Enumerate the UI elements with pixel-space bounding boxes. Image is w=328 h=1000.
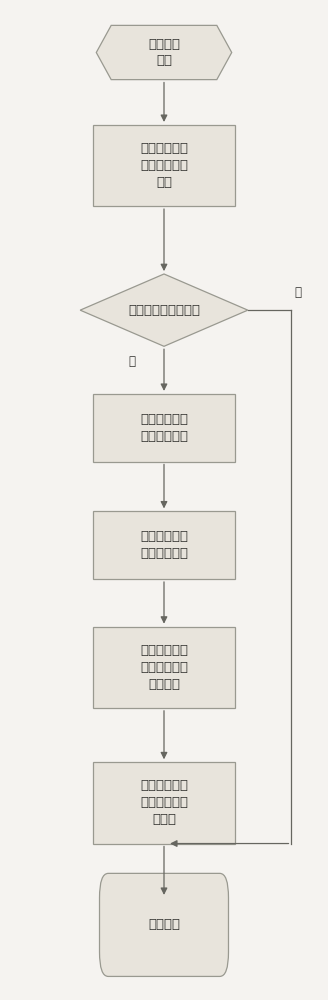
Text: 退出中断: 退出中断 <box>148 918 180 931</box>
Text: 将接收到的数
据放到接收缓
冲区: 将接收到的数 据放到接收缓 冲区 <box>140 142 188 189</box>
FancyBboxPatch shape <box>99 873 229 976</box>
Polygon shape <box>80 274 248 346</box>
Text: 是: 是 <box>128 355 135 368</box>
FancyBboxPatch shape <box>93 394 235 462</box>
Polygon shape <box>96 25 232 80</box>
FancyBboxPatch shape <box>93 627 235 708</box>
Text: 判断是否接收完成？: 判断是否接收完成？ <box>128 304 200 317</box>
FancyBboxPatch shape <box>93 762 235 844</box>
Text: 重新设置高频
参数，准备下
次接收: 重新设置高频 参数，准备下 次接收 <box>140 779 188 826</box>
Text: 否: 否 <box>295 286 301 299</box>
FancyBboxPatch shape <box>93 511 235 579</box>
Text: 设置响应的工
作模式和状态: 设置响应的工 作模式和状态 <box>140 530 188 560</box>
FancyBboxPatch shape <box>93 125 235 206</box>
Text: 转为发送模式
并发送回应帧
回应主机: 转为发送模式 并发送回应帧 回应主机 <box>140 644 188 691</box>
Text: 分析数据并得
出命令和数据: 分析数据并得 出命令和数据 <box>140 413 188 443</box>
Text: 无线中断
入口: 无线中断 入口 <box>148 37 180 68</box>
